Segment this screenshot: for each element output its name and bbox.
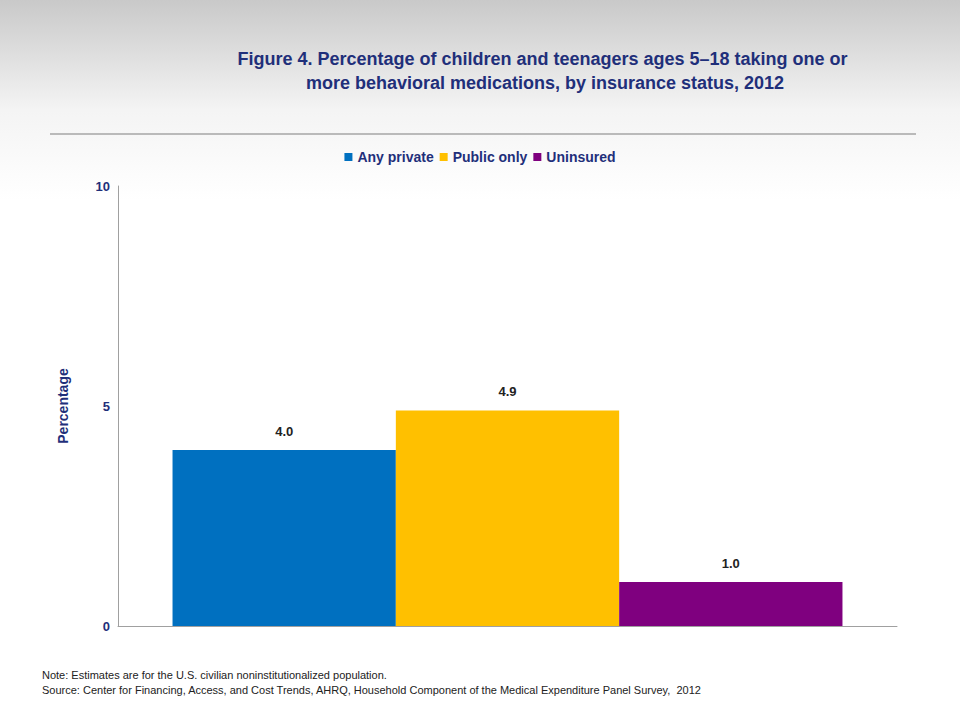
svg-text:4.0: 4.0 [275, 424, 293, 439]
svg-text:Uninsured: Uninsured [546, 149, 615, 165]
svg-text:1.0: 1.0 [722, 556, 740, 571]
svg-text:Note: Estimates are for the U.: Note: Estimates are for the U.S. civilia… [42, 669, 387, 681]
svg-text:more behavioral medications, b: more behavioral medications, by insuranc… [306, 73, 784, 93]
svg-text:0: 0 [103, 619, 110, 634]
svg-text:10: 10 [96, 179, 110, 194]
svg-text:Percentage: Percentage [55, 368, 71, 444]
svg-text:Public only: Public only [453, 149, 528, 165]
svg-text:Figure 4. Percentage of childr: Figure 4. Percentage of children and tee… [237, 49, 852, 69]
svg-text:4.9: 4.9 [498, 384, 516, 399]
svg-text:5: 5 [103, 399, 110, 414]
svg-text:Source: Center for Financing,: Source: Center for Financing, Access, an… [42, 684, 701, 696]
svg-text:Any private: Any private [357, 149, 433, 165]
